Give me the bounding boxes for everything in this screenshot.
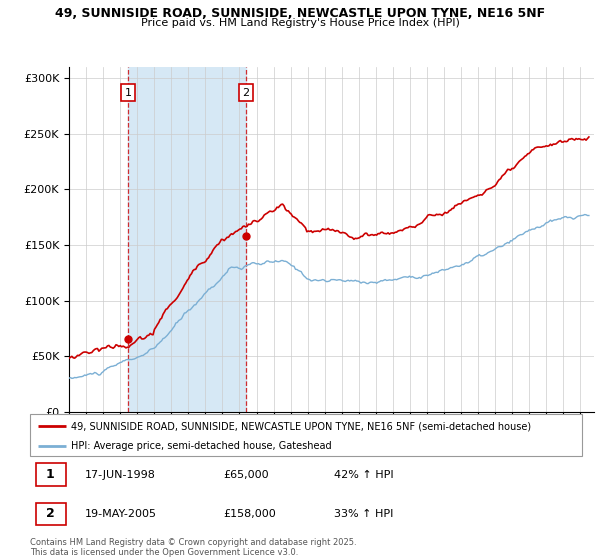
Text: 2: 2 — [242, 88, 250, 98]
Text: £65,000: £65,000 — [223, 470, 269, 479]
Bar — [128, 67, 246, 412]
Text: Contains HM Land Registry data © Crown copyright and database right 2025.
This d: Contains HM Land Registry data © Crown c… — [30, 538, 356, 557]
FancyBboxPatch shape — [35, 503, 66, 525]
Text: 33% ↑ HPI: 33% ↑ HPI — [334, 509, 393, 519]
Text: 2: 2 — [46, 507, 55, 520]
FancyBboxPatch shape — [30, 414, 582, 456]
Text: 1: 1 — [46, 468, 55, 481]
Text: 49, SUNNISIDE ROAD, SUNNISIDE, NEWCASTLE UPON TYNE, NE16 5NF: 49, SUNNISIDE ROAD, SUNNISIDE, NEWCASTLE… — [55, 7, 545, 20]
Text: 49, SUNNISIDE ROAD, SUNNISIDE, NEWCASTLE UPON TYNE, NE16 5NF (semi-detached hous: 49, SUNNISIDE ROAD, SUNNISIDE, NEWCASTLE… — [71, 421, 532, 431]
Text: HPI: Average price, semi-detached house, Gateshead: HPI: Average price, semi-detached house,… — [71, 441, 332, 451]
Text: Price paid vs. HM Land Registry's House Price Index (HPI): Price paid vs. HM Land Registry's House … — [140, 18, 460, 28]
FancyBboxPatch shape — [35, 464, 66, 486]
Text: 42% ↑ HPI: 42% ↑ HPI — [334, 470, 393, 479]
Text: £158,000: £158,000 — [223, 509, 276, 519]
Text: 1: 1 — [124, 88, 131, 98]
Text: 19-MAY-2005: 19-MAY-2005 — [85, 509, 157, 519]
Text: 17-JUN-1998: 17-JUN-1998 — [85, 470, 156, 479]
